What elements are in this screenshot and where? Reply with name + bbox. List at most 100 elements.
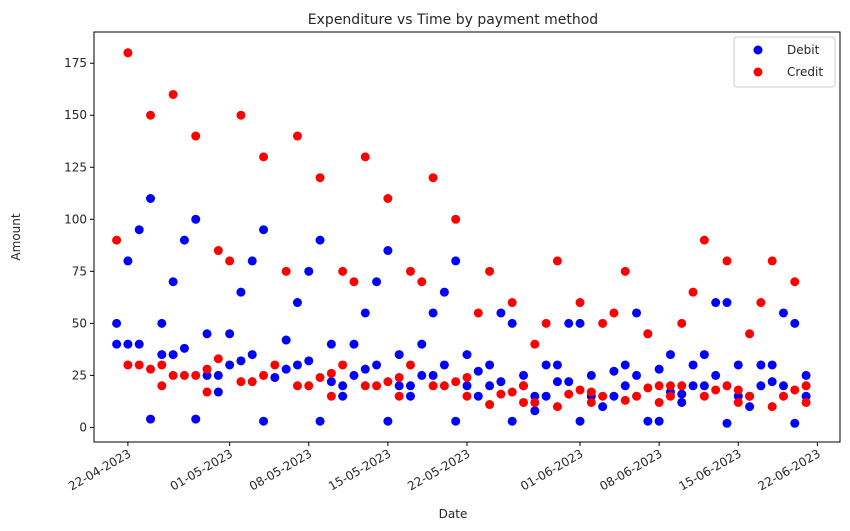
credit-point bbox=[338, 360, 348, 370]
credit-point bbox=[473, 308, 483, 318]
debit-point bbox=[236, 356, 246, 366]
debit-point bbox=[315, 235, 325, 245]
credit-point bbox=[552, 256, 562, 266]
debit-point bbox=[564, 377, 574, 387]
credit-point bbox=[632, 391, 642, 401]
debit-point bbox=[383, 246, 393, 256]
credit-point bbox=[541, 318, 551, 328]
debit-point bbox=[326, 377, 336, 387]
debit-point bbox=[168, 350, 178, 360]
debit-point bbox=[519, 370, 529, 380]
debit-point bbox=[394, 381, 404, 391]
debit-point bbox=[123, 256, 133, 266]
credit-point bbox=[157, 381, 167, 391]
debit-point bbox=[304, 266, 314, 276]
debit-point bbox=[530, 406, 540, 416]
credit-point bbox=[643, 383, 653, 393]
debit-point bbox=[360, 364, 370, 374]
debit-point bbox=[123, 339, 133, 349]
y-axis-label: Amount bbox=[9, 213, 23, 260]
credit-point bbox=[745, 391, 755, 401]
debit-point bbox=[179, 343, 189, 353]
debit-point bbox=[134, 339, 144, 349]
debit-point bbox=[485, 381, 495, 391]
credit-point bbox=[191, 370, 201, 380]
credit-point bbox=[598, 391, 608, 401]
debit-point bbox=[292, 360, 302, 370]
points-layer bbox=[112, 48, 811, 428]
y-tick-label: 50 bbox=[72, 316, 87, 330]
debit-point bbox=[225, 360, 235, 370]
legend-marker-credit bbox=[753, 67, 763, 77]
debit-point bbox=[711, 298, 721, 308]
debit-point bbox=[575, 318, 585, 328]
credit-point bbox=[507, 298, 517, 308]
debit-point bbox=[643, 416, 653, 426]
credit-point bbox=[202, 364, 212, 374]
debit-point bbox=[439, 360, 449, 370]
debit-point bbox=[767, 377, 777, 387]
debit-point bbox=[609, 391, 619, 401]
credit-point bbox=[338, 266, 348, 276]
credit-point bbox=[394, 372, 404, 382]
debit-point bbox=[292, 298, 302, 308]
credit-point bbox=[677, 318, 687, 328]
debit-point bbox=[394, 350, 404, 360]
credit-point bbox=[213, 354, 223, 364]
credit-point bbox=[620, 395, 630, 405]
debit-point bbox=[507, 318, 517, 328]
debit-point bbox=[586, 370, 596, 380]
credit-point bbox=[315, 372, 325, 382]
debit-point bbox=[213, 387, 223, 397]
debit-point bbox=[338, 381, 348, 391]
y-tick-label: 75 bbox=[72, 264, 87, 278]
credit-point bbox=[665, 381, 675, 391]
credit-point bbox=[191, 131, 201, 141]
credit-point bbox=[722, 381, 732, 391]
debit-point bbox=[417, 370, 427, 380]
debit-point bbox=[179, 235, 189, 245]
legend-marker-debit bbox=[753, 45, 763, 55]
credit-point bbox=[383, 194, 393, 203]
debit-point bbox=[711, 370, 721, 380]
credit-point bbox=[722, 256, 732, 266]
debit-point bbox=[213, 370, 223, 380]
debit-point bbox=[462, 350, 472, 360]
debit-point bbox=[677, 389, 687, 399]
credit-point bbox=[360, 152, 370, 162]
debit-point bbox=[677, 397, 687, 407]
credit-point bbox=[620, 266, 630, 276]
debit-point bbox=[112, 339, 122, 349]
legend-label-credit: Credit bbox=[787, 65, 823, 79]
y-tick-label: 25 bbox=[72, 368, 87, 382]
credit-point bbox=[462, 391, 472, 401]
credit-point bbox=[270, 360, 280, 370]
debit-point bbox=[191, 414, 201, 424]
debit-point bbox=[756, 360, 766, 370]
debit-point bbox=[281, 335, 291, 345]
credit-point bbox=[575, 385, 585, 395]
debit-point bbox=[767, 360, 777, 370]
credit-point bbox=[575, 298, 585, 308]
debit-point bbox=[326, 339, 336, 349]
legend: Debit Credit bbox=[733, 36, 836, 88]
credit-point bbox=[360, 381, 370, 391]
debit-point bbox=[801, 370, 811, 380]
credit-point bbox=[778, 391, 788, 401]
credit-point bbox=[586, 387, 596, 397]
debit-point bbox=[722, 298, 732, 308]
credit-point bbox=[801, 381, 811, 391]
credit-point bbox=[123, 48, 133, 58]
credit-point bbox=[519, 381, 529, 391]
debit-point bbox=[157, 318, 167, 328]
credit-point bbox=[326, 368, 336, 378]
debit-point bbox=[405, 381, 415, 391]
debit-point bbox=[304, 356, 314, 366]
debit-point bbox=[632, 308, 642, 318]
credit-point bbox=[225, 256, 235, 266]
debit-point bbox=[496, 308, 506, 318]
debit-point bbox=[372, 277, 382, 287]
debit-point bbox=[745, 402, 755, 412]
debit-point bbox=[485, 360, 495, 370]
debit-point bbox=[507, 416, 517, 426]
